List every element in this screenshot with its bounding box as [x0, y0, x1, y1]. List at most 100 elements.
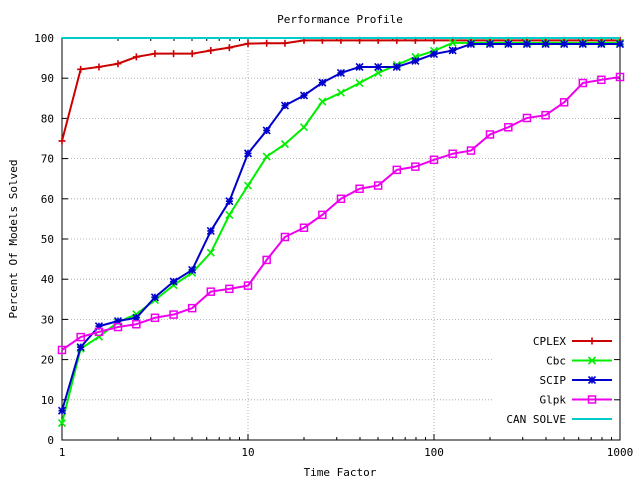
x-tick-label: 10: [241, 446, 254, 459]
data-point-scip: [560, 39, 569, 49]
data-point-cbc: [336, 88, 346, 97]
y-tick-label: 0: [47, 434, 54, 447]
data-point-cplex: [132, 53, 140, 61]
legend-marker-glpk: [587, 395, 597, 404]
data-point-cplex: [77, 65, 85, 73]
data-point-cbc: [206, 248, 215, 257]
data-point-cplex: [263, 39, 271, 47]
legend-label-cplex: CPLEX: [533, 335, 566, 348]
data-point-scip: [76, 343, 85, 352]
y-tick-label: 20: [41, 354, 54, 367]
y-tick-label: 30: [41, 313, 54, 326]
data-point-cplex: [244, 40, 252, 48]
data-point-scip: [429, 50, 439, 59]
data-point-scip: [57, 406, 67, 415]
data-point-scip: [597, 39, 606, 49]
data-point-scip: [355, 62, 364, 72]
data-point-scip: [466, 39, 476, 49]
data-point-glpk: [57, 345, 67, 355]
data-point-scip: [206, 226, 215, 236]
y-tick-label: 60: [41, 193, 54, 206]
data-point-cplex: [151, 50, 159, 58]
data-point-glpk: [522, 113, 532, 123]
data-point-glpk: [373, 181, 383, 190]
data-point-glpk: [318, 210, 327, 220]
x-tick-label: 100: [424, 446, 444, 459]
data-point-scip: [188, 265, 197, 275]
data-point-glpk: [243, 281, 253, 290]
data-point-glpk: [132, 319, 141, 329]
data-point-cbc: [318, 97, 327, 106]
data-point-cbc: [94, 332, 104, 341]
series-line-cplex: [61, 39, 620, 142]
data-point-cplex: [188, 50, 196, 58]
data-point-scip: [615, 39, 625, 49]
data-point-scip: [318, 78, 327, 87]
data-point-cplex: [225, 44, 233, 52]
series-layer: [57, 36, 625, 428]
data-point-scip: [336, 68, 346, 78]
data-point-glpk: [541, 110, 550, 120]
legend-marker-cbc: [587, 356, 597, 365]
y-tick-label: 40: [41, 273, 54, 286]
y-tick-label: 10: [41, 394, 54, 407]
data-point-cbc: [243, 181, 253, 190]
data-point-cplex: [114, 60, 122, 68]
series-scip: [57, 39, 625, 415]
data-point-scip: [485, 39, 495, 49]
data-point-scip: [578, 39, 587, 49]
data-point-glpk: [225, 284, 234, 294]
chart-title: Performance Profile: [277, 13, 403, 26]
data-point-glpk: [169, 310, 178, 319]
legend-marker-cplex: [588, 337, 596, 345]
data-point-scip: [132, 313, 141, 322]
data-point-scip: [392, 62, 401, 72]
data-point-cbc: [280, 140, 290, 149]
data-point-scip: [225, 197, 234, 206]
data-point-cplex: [170, 50, 178, 58]
data-point-glpk: [485, 130, 495, 139]
legend-label-scip: SCIP: [540, 374, 567, 387]
series-glpk: [57, 72, 625, 355]
data-point-glpk: [504, 122, 513, 132]
data-point-scip: [504, 39, 513, 49]
legend-marker-scip: [587, 375, 597, 385]
data-point-cbc: [262, 152, 271, 161]
data-point-scip: [411, 56, 420, 65]
data-point-glpk: [150, 313, 160, 323]
data-point-scip: [169, 277, 178, 286]
y-axis-label: Percent Of Models Solved: [7, 160, 20, 319]
data-point-cbc: [225, 210, 234, 219]
data-point-scip: [243, 149, 253, 158]
data-point-cplex: [207, 46, 215, 54]
data-point-cbc: [57, 419, 67, 428]
data-point-glpk: [392, 165, 402, 175]
data-point-glpk: [615, 72, 625, 82]
data-point-glpk: [411, 162, 420, 171]
x-axis-label: Time Factor: [304, 466, 377, 479]
legend-label-cbc: Cbc: [546, 355, 566, 368]
data-point-glpk: [466, 146, 476, 155]
data-point-glpk: [578, 78, 588, 88]
data-point-cbc: [448, 38, 457, 47]
data-point-glpk: [113, 322, 123, 332]
data-point-glpk: [187, 303, 197, 313]
series-line-scip: [61, 43, 620, 411]
x-tick-label: 1000: [607, 446, 634, 459]
data-point-scip: [448, 46, 457, 55]
data-point-glpk: [299, 223, 309, 232]
data-point-glpk: [280, 232, 290, 242]
data-point-glpk: [206, 287, 216, 296]
data-point-cplex: [95, 63, 103, 71]
data-point-scip: [541, 39, 550, 49]
y-tick-label: 100: [34, 32, 54, 45]
data-point-glpk: [262, 255, 271, 265]
data-point-glpk: [429, 155, 439, 165]
data-point-cplex: [281, 39, 289, 47]
data-point-glpk: [559, 98, 569, 107]
data-point-cbc: [374, 68, 383, 78]
legend: CPLEX Cbc SCIP Glpk CAN SOLVE: [506, 335, 612, 426]
data-point-scip: [262, 126, 271, 135]
series-cbc: [57, 38, 625, 428]
